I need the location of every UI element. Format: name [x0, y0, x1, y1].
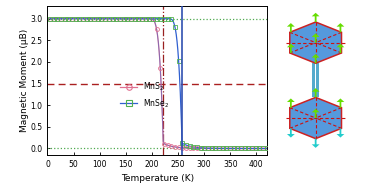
Polygon shape	[312, 13, 319, 22]
Bar	[312, 63, 315, 97]
Polygon shape	[337, 23, 344, 32]
Polygon shape	[287, 128, 295, 138]
Polygon shape	[287, 23, 295, 32]
Polygon shape	[312, 109, 319, 118]
Polygon shape	[287, 98, 295, 108]
Polygon shape	[337, 98, 344, 108]
Polygon shape	[337, 44, 344, 53]
Polygon shape	[290, 22, 342, 63]
Polygon shape	[287, 44, 295, 53]
Polygon shape	[312, 33, 319, 43]
Legend: MnS$_2$, MnSe$_2$: MnS$_2$, MnSe$_2$	[117, 78, 172, 113]
X-axis label: Temperature (K): Temperature (K)	[120, 174, 194, 183]
Y-axis label: Magnetic Moment (μB): Magnetic Moment (μB)	[20, 29, 29, 132]
Polygon shape	[312, 54, 319, 63]
Polygon shape	[290, 97, 342, 139]
Bar	[316, 63, 319, 97]
Polygon shape	[312, 88, 319, 97]
Polygon shape	[337, 128, 344, 138]
Polygon shape	[312, 139, 319, 148]
